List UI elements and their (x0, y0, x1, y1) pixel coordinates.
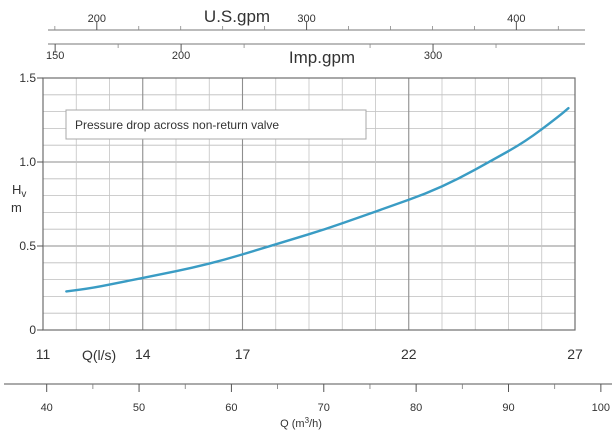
m3h-tick-label: 70 (318, 402, 330, 414)
annotation-text: Pressure drop across non-return valve (75, 118, 279, 132)
pressure-drop-curve (65, 107, 570, 293)
curve-layer (65, 107, 570, 293)
usgpm-axis: 200 300 400 U.S.gpm (48, 7, 585, 31)
usgpm-tick-label: 300 (297, 13, 315, 25)
m3h-axis: 40 50 60 70 80 90 100 Q (m3/h) (4, 383, 612, 430)
ls-tick-label: 22 (401, 346, 417, 362)
plot-frame (42, 77, 576, 331)
m3h-axis-label-head: Q (m (280, 418, 304, 430)
ls-axis-label: Q(l/s) (82, 347, 116, 363)
usgpm-axis-label: U.S.gpm (204, 7, 270, 26)
m3h-axis-label-tail: /h) (309, 418, 322, 430)
m3h-axis-label: Q (m3/h) (280, 416, 322, 430)
impgpm-tick-label: 300 (424, 50, 442, 62)
impgpm-ticks: 150 200 300 (46, 44, 497, 62)
y-tick-label: 1.5 (19, 71, 36, 85)
ls-tick-label: 27 (567, 346, 583, 362)
y-tick-label: 0.5 (19, 239, 36, 253)
m3h-tick-label: 100 (592, 402, 610, 414)
plot-border (42, 77, 576, 331)
y-axis: 0 0.5 1.0 1.5 (19, 71, 43, 337)
ls-axis: 11 14 17 22 27 (36, 346, 583, 362)
y-axis-unit: m (11, 200, 22, 215)
ls-tick-label: 11 (36, 346, 51, 362)
m3h-axis-label-sup: 3 (305, 416, 310, 425)
annotation-box-frame (65, 109, 367, 140)
usgpm-ticks: 200 300 400 (54, 13, 559, 30)
ls-tick-label: 14 (135, 346, 151, 362)
impgpm-axis-label: Imp.gpm (289, 48, 355, 67)
impgpm-tick-label: 200 (172, 50, 190, 62)
m3h-tick-label: 90 (502, 402, 514, 414)
m3h-ticks: 40 50 60 70 80 90 100 (41, 384, 610, 414)
y-axis-label-sub: v (21, 189, 26, 200)
m3h-tick-label: 50 (133, 402, 145, 414)
y-axis-label: Hv (12, 182, 26, 200)
m3h-tick-label: 80 (410, 402, 422, 414)
y-axis-label-main: H (12, 182, 21, 197)
usgpm-tick-label: 400 (507, 13, 525, 25)
usgpm-tick-label: 200 (88, 13, 106, 25)
impgpm-tick-label: 150 (46, 50, 64, 62)
ls-tick-label: 17 (235, 346, 251, 362)
y-tick-label: 0 (29, 323, 36, 337)
m3h-tick-label: 40 (41, 402, 53, 414)
y-tick-label: 1.0 (19, 155, 36, 169)
m3h-tick-label: 60 (225, 402, 237, 414)
annotation-box: Pressure drop across non-return valve (65, 109, 367, 140)
impgpm-axis: 150 200 300 Imp.gpm (46, 43, 585, 67)
